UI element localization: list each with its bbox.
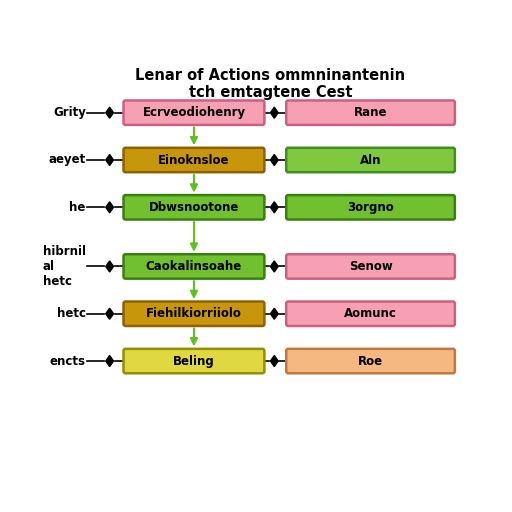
FancyBboxPatch shape bbox=[123, 100, 264, 125]
Text: Ecrveodiohenry: Ecrveodiohenry bbox=[142, 106, 246, 119]
FancyBboxPatch shape bbox=[123, 195, 264, 220]
Polygon shape bbox=[270, 308, 278, 319]
Polygon shape bbox=[270, 107, 278, 118]
Polygon shape bbox=[106, 261, 114, 272]
Text: hibrnil
al
hetc: hibrnil al hetc bbox=[43, 245, 86, 288]
Text: Senow: Senow bbox=[349, 260, 392, 273]
Text: Aln: Aln bbox=[360, 154, 381, 166]
Text: tch emtagtene Cest: tch emtagtene Cest bbox=[188, 86, 352, 100]
Text: Beling: Beling bbox=[173, 355, 215, 368]
Text: Roe: Roe bbox=[358, 355, 383, 368]
Polygon shape bbox=[106, 202, 114, 213]
Text: Rane: Rane bbox=[354, 106, 387, 119]
Text: Dbwsnootone: Dbwsnootone bbox=[149, 201, 239, 214]
FancyBboxPatch shape bbox=[286, 349, 455, 373]
FancyBboxPatch shape bbox=[286, 195, 455, 220]
Text: Aomunc: Aomunc bbox=[344, 307, 397, 320]
Polygon shape bbox=[270, 155, 278, 165]
FancyBboxPatch shape bbox=[286, 148, 455, 172]
FancyBboxPatch shape bbox=[123, 302, 264, 326]
Polygon shape bbox=[106, 355, 114, 367]
Text: Grity: Grity bbox=[53, 106, 86, 119]
Text: Lenar of Actions ommninantenin: Lenar of Actions ommninantenin bbox=[135, 68, 406, 83]
FancyBboxPatch shape bbox=[286, 254, 455, 279]
Polygon shape bbox=[106, 155, 114, 165]
FancyBboxPatch shape bbox=[286, 302, 455, 326]
Text: encts: encts bbox=[50, 355, 86, 368]
FancyBboxPatch shape bbox=[123, 349, 264, 373]
FancyBboxPatch shape bbox=[123, 148, 264, 172]
Text: 3orgno: 3orgno bbox=[347, 201, 394, 214]
Polygon shape bbox=[270, 261, 278, 272]
Polygon shape bbox=[270, 355, 278, 367]
Polygon shape bbox=[270, 202, 278, 213]
Text: hetc: hetc bbox=[57, 307, 86, 320]
Text: he: he bbox=[70, 201, 86, 214]
FancyBboxPatch shape bbox=[123, 254, 264, 279]
Polygon shape bbox=[106, 107, 114, 118]
Text: Fiehilkiorriiolo: Fiehilkiorriiolo bbox=[146, 307, 242, 320]
FancyBboxPatch shape bbox=[286, 100, 455, 125]
Text: Einoknsloe: Einoknsloe bbox=[158, 154, 230, 166]
Text: aeyet: aeyet bbox=[49, 154, 86, 166]
Polygon shape bbox=[106, 308, 114, 319]
Text: Caokalinsoahe: Caokalinsoahe bbox=[146, 260, 242, 273]
